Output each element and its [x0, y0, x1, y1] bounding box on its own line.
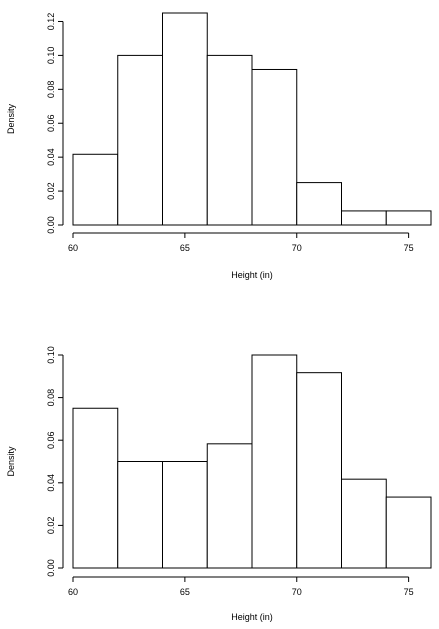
histogram-bar — [385, 496, 432, 569]
x-tick-label: 75 — [404, 587, 414, 597]
histogram-bar — [251, 68, 298, 226]
histogram-bar — [117, 461, 163, 569]
y-tick-label: 0.06 — [46, 431, 56, 449]
y-axis-title: Density — [6, 446, 16, 477]
y-tick-label: 0.02 — [46, 182, 56, 200]
histogram-bar — [117, 54, 163, 226]
y-tick-label: 0.04 — [46, 474, 56, 492]
x-tick-label: 70 — [292, 243, 302, 253]
y-tick-label: 0.12 — [46, 13, 56, 31]
histogram-bar — [206, 54, 253, 226]
y-tick-label: 0.08 — [46, 389, 56, 407]
y-tick-label: 0.02 — [46, 517, 56, 535]
histogram-bar — [162, 12, 208, 226]
histogram-bar — [341, 478, 387, 569]
y-tick-label: 0.06 — [46, 114, 56, 132]
histogram-bar — [162, 461, 208, 569]
y-tick-label: 0.00 — [46, 559, 56, 577]
y-axis-title: Density — [6, 103, 16, 134]
histogram-bar — [385, 210, 432, 226]
x-tick-label: 75 — [404, 243, 414, 253]
y-tick-label: 0.00 — [46, 216, 56, 234]
y-tick-label: 0.08 — [46, 81, 56, 99]
histogram-bar — [296, 372, 342, 569]
x-tick-label: 65 — [180, 243, 190, 253]
y-tick-label: 0.10 — [46, 47, 56, 65]
histogram-bar — [72, 153, 119, 226]
x-axis-title: Height (in) — [231, 270, 273, 280]
histogram-panel-top: 60 65 70 75 0.00 0.02 0.04 0.06 0.08 0.10 0.12 Heig… — [6, 12, 432, 280]
histogram-bar — [341, 210, 387, 226]
x-axis-title: Height (in) — [231, 612, 273, 622]
x-tick-label: 60 — [68, 243, 78, 253]
x-tick-label: 70 — [292, 587, 302, 597]
histogram-panel-bottom: 60 65 70 75 0.00 0.02 0.04 0.06 0.08 0.10 Height (… — [6, 346, 432, 622]
histogram-bar — [251, 354, 298, 569]
y-tick-label: 0.10 — [46, 346, 56, 364]
histogram-bar — [296, 182, 342, 226]
histogram-bar — [206, 443, 253, 569]
y-tick-label: 0.04 — [46, 148, 56, 166]
x-tick-label: 60 — [68, 587, 78, 597]
x-tick-label: 65 — [180, 587, 190, 597]
histogram-bar — [72, 407, 119, 569]
